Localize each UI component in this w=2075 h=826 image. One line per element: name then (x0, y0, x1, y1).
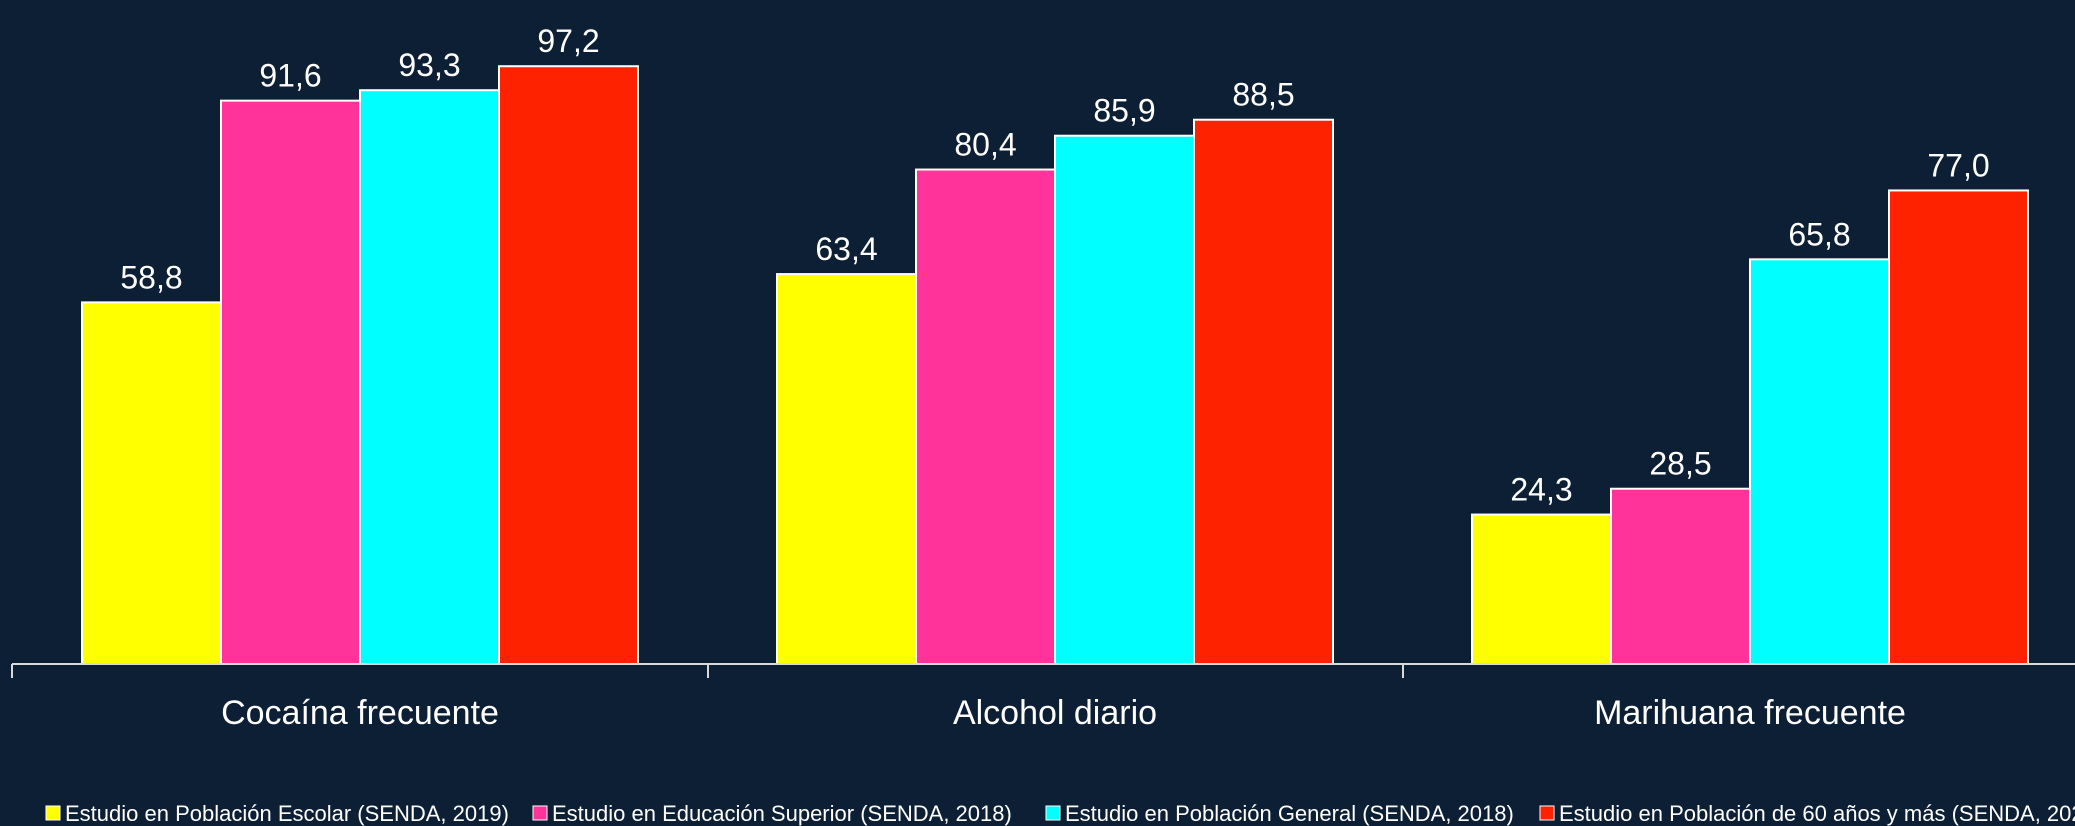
bar-series1-cat2 (1610, 487, 1751, 665)
data-label-series1-cat0: 91,6 (259, 58, 321, 94)
bar-series0-cat1 (776, 273, 917, 665)
legend-label-0: Estudio en Población Escolar (SENDA, 201… (65, 801, 509, 826)
bar-series2-cat1 (1054, 134, 1195, 665)
category-label-0: Cocaína frecuente (221, 694, 499, 732)
data-label-series2-cat0: 93,3 (398, 47, 460, 83)
legend: Estudio en Población Escolar (SENDA, 201… (45, 801, 2075, 826)
legend-swatch-0 (45, 805, 61, 821)
bar-series2-cat0 (359, 89, 500, 665)
data-label-series0-cat2: 24,3 (1510, 472, 1572, 508)
legend-swatch-1 (532, 805, 548, 821)
bar-series0-cat2 (1471, 513, 1612, 665)
category-labels-group: Cocaína frecuente Alcohol diario Marihuana… (221, 694, 1906, 732)
legend-item-1: Estudio en Educación Superior (SENDA, 20… (532, 801, 1012, 826)
category-label-2: Marihuana frecuente (1594, 694, 1906, 732)
legend-item-3: Estudio en Población de 60 años y más (S… (1539, 801, 2075, 826)
data-label-series2-cat1: 85,9 (1093, 93, 1155, 129)
data-label-series1-cat2: 28,5 (1649, 446, 1711, 482)
data-label-series0-cat1: 63,4 (815, 231, 877, 267)
bar-series1-cat1 (915, 168, 1056, 665)
bar-series2-cat2 (1749, 258, 1890, 665)
bar-series3-cat1 (1193, 118, 1334, 666)
legend-item-0: Estudio en Población Escolar (SENDA, 201… (45, 801, 509, 826)
bars-group (81, 65, 2029, 666)
x-axis (11, 663, 2075, 678)
bar-series0-cat0 (81, 301, 222, 665)
category-label-1: Alcohol diario (953, 694, 1157, 732)
legend-label-2: Estudio en Población General (SENDA, 201… (1065, 801, 1514, 826)
bar-series3-cat0 (498, 65, 639, 666)
bar-series3-cat2 (1888, 189, 2029, 665)
legend-item-2: Estudio en Población General (SENDA, 201… (1045, 801, 1514, 826)
bar-series1-cat0 (220, 99, 361, 666)
value-labels-group: 58,8 91,6 93,3 97,2 63,4 80,4 85,9 88,5 24,3 28,5… (120, 23, 1989, 507)
legend-swatch-2 (1045, 805, 1061, 821)
data-label-series0-cat0: 58,8 (120, 259, 182, 295)
legend-swatch-3 (1539, 805, 1555, 821)
legend-label-1: Estudio en Educación Superior (SENDA, 20… (552, 801, 1012, 826)
legend-label-3: Estudio en Población de 60 años y más (S… (1559, 801, 2075, 826)
data-label-series3-cat0: 97,2 (537, 23, 599, 59)
data-label-series1-cat1: 80,4 (954, 127, 1016, 163)
data-label-series3-cat1: 88,5 (1232, 77, 1294, 113)
data-label-series3-cat2: 77,0 (1927, 147, 1989, 183)
data-label-series2-cat2: 65,8 (1788, 216, 1850, 252)
